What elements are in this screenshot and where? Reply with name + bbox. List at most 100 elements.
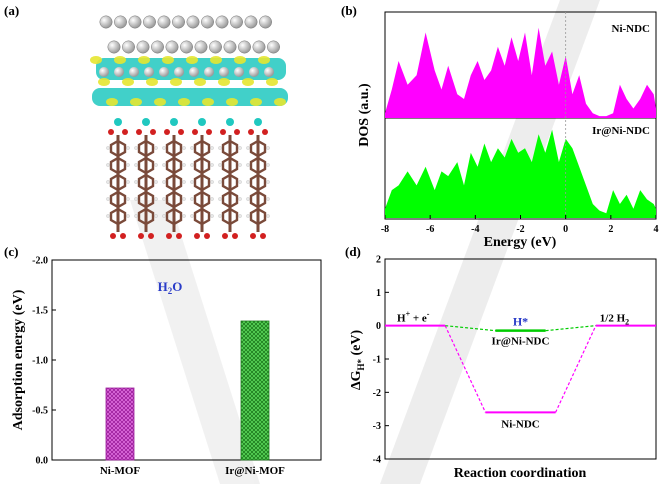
- charge-density-blob: [218, 78, 230, 86]
- oxygen-atom: [250, 233, 256, 239]
- ni-atom: [201, 15, 214, 29]
- bar-ir-ni-mof: [240, 320, 270, 461]
- carbon-ring: [137, 156, 155, 175]
- oxygen-atom: [248, 129, 254, 135]
- carbon-ring: [221, 207, 239, 226]
- panel-c-label: (c): [4, 244, 18, 259]
- ni-atom: [219, 67, 229, 77]
- oxygen-atom: [220, 129, 226, 135]
- bar-y-tick-label: -2.0: [32, 256, 48, 267]
- bar-y-tick-label: 0.0: [36, 456, 49, 467]
- charge-density-blob: [258, 56, 270, 64]
- charge-density-blob: [146, 78, 158, 86]
- hydrogen-atom: [134, 180, 138, 184]
- ni-atom: [204, 67, 214, 77]
- oxygen-atom: [194, 233, 200, 239]
- ni-atom: [99, 15, 113, 29]
- energy-y-tick-label: -4: [373, 455, 381, 466]
- dos-x-tick-label: -4: [471, 224, 479, 235]
- panel-a: (a): [4, 3, 288, 239]
- hydrogen-atom: [238, 146, 242, 150]
- ni-ndc-label: Ni-NDC: [501, 418, 540, 430]
- panel-b-label: (b): [341, 3, 357, 18]
- dos-y-axis-label: DOS (a.u.): [357, 83, 372, 147]
- oxygen-atom: [192, 129, 198, 135]
- density-lobe: [142, 118, 150, 126]
- ni-atom: [194, 40, 208, 54]
- hydrogen-atom: [162, 163, 166, 167]
- dos-x-axis-label: Energy (eV): [484, 235, 557, 250]
- hydrogen-atom: [162, 197, 166, 201]
- initial-state-label: H+ + e-: [397, 310, 430, 325]
- hydrogen-atom: [154, 180, 158, 184]
- energy-y-tick-label: 2: [376, 255, 381, 266]
- charge-density-blob: [130, 98, 142, 106]
- hydrogen-atom: [154, 214, 158, 218]
- panel-d-label: (d): [345, 244, 361, 259]
- carbon-ring: [249, 190, 267, 209]
- charge-density-blob: [90, 56, 102, 64]
- charge-density-blob: [170, 78, 182, 86]
- carbon-ring: [109, 156, 127, 175]
- charge-density-blob: [186, 56, 198, 64]
- hydrogen-atom: [266, 146, 270, 150]
- panel-a-label: (a): [4, 3, 19, 18]
- hydrogen-atom: [246, 180, 250, 184]
- ni-atom: [244, 15, 258, 29]
- hydrogen-atom: [162, 214, 166, 218]
- hydrogen-atom: [126, 146, 130, 150]
- energy-labels: H+ + e- 1/2 H2 H* Ir@Ni-NDC Ni-NDC: [397, 310, 629, 431]
- hydrogen-atom: [218, 163, 222, 167]
- ni-atom: [114, 67, 124, 77]
- oxygen-atom: [234, 129, 240, 135]
- oxygen-atom: [110, 233, 116, 239]
- charge-density-blob: [138, 56, 150, 64]
- bar-y-tick-label: -0.5: [32, 406, 48, 417]
- ni-atom: [151, 40, 164, 54]
- ni-atom: [230, 15, 243, 29]
- ni-atom: [159, 67, 169, 77]
- hydrogen-atom: [210, 214, 214, 218]
- ni-atom: [234, 67, 244, 77]
- ni-atom: [186, 15, 200, 29]
- ni-atom: [136, 40, 150, 54]
- ni-atom: [267, 40, 280, 54]
- hydrogen-atom: [154, 197, 158, 201]
- hydrogen-atom: [190, 146, 194, 150]
- hydrogen-atom: [190, 214, 194, 218]
- carbon-ring: [221, 173, 239, 192]
- carbon-ring: [137, 190, 155, 209]
- charge-density-blob: [202, 98, 214, 106]
- hydrogen-atom: [182, 214, 186, 218]
- carbon-ring: [165, 207, 183, 226]
- carbon-ring: [193, 173, 211, 192]
- hydrogen-atom: [210, 146, 214, 150]
- energy-x-axis-label: Reaction coordination: [454, 466, 587, 481]
- structure-render: [90, 15, 288, 239]
- carbon-ring: [137, 207, 155, 226]
- density-lobe: [114, 118, 122, 126]
- carbon-ring: [165, 139, 183, 158]
- carbon-ring: [109, 207, 127, 226]
- oxygen-atom: [222, 233, 228, 239]
- charge-density-blob: [162, 56, 174, 64]
- hydrogen-atom: [182, 146, 186, 150]
- dos-series-label-2: Ir@Ni-NDC: [592, 125, 650, 137]
- dos-x-tick-label: 2: [608, 224, 613, 235]
- carbon-ring: [109, 139, 127, 158]
- dos-x-tick-label: 4: [654, 224, 659, 235]
- carbon-ring: [221, 190, 239, 209]
- hydrogen-atom: [154, 163, 158, 167]
- charge-density-blob: [242, 78, 254, 86]
- hydrogen-atom: [126, 180, 130, 184]
- hydrogen-atom: [134, 163, 138, 167]
- hydrogen-atom: [190, 180, 194, 184]
- ni-atom: [157, 15, 171, 29]
- hydrogen-atom: [266, 197, 270, 201]
- hydrogen-atom: [266, 163, 270, 167]
- bar-chart-title: H2O: [158, 279, 183, 296]
- hydrogen-atom: [238, 180, 242, 184]
- bar-category-labels: Ni-MOF Ir@Ni-MOF: [100, 465, 285, 477]
- ni-atom: [114, 15, 127, 29]
- energy-y-tick-label: 1: [376, 288, 381, 299]
